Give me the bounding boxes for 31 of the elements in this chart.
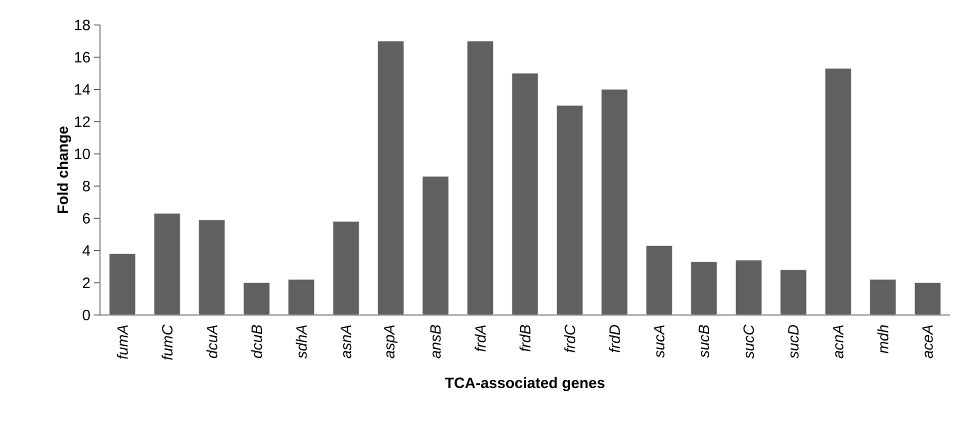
y-axis-title: Fold change <box>57 126 72 214</box>
x-tick-label: sucB <box>698 325 710 358</box>
y-tick-label: 0 <box>82 310 90 320</box>
x-tick-label: frdC <box>564 324 576 352</box>
x-tick-label: frdD <box>608 325 620 352</box>
x-tick-label: sucC <box>743 324 754 359</box>
y-tick-label: 6 <box>82 213 90 224</box>
x-tick-label: dcuB <box>251 325 262 358</box>
y-tick-label: 12 <box>75 116 90 127</box>
x-tick-label: ansB <box>430 325 441 358</box>
x-axis-title: TCA-associated genes <box>445 377 604 392</box>
x-tick-label: acnA <box>832 325 844 358</box>
x-tick-label: asnA <box>340 325 352 358</box>
y-tick-label: 10 <box>75 148 90 160</box>
x-tick-label: sdhA <box>296 325 307 359</box>
x-tick-label: dcuA <box>206 325 218 358</box>
x-tick-label: fumC <box>162 324 173 360</box>
y-tick-label: 4 <box>82 245 90 256</box>
x-tick-label: mdh <box>877 325 888 354</box>
x-tick-label: aceA <box>922 325 933 358</box>
x-tick-label: aspA <box>384 325 398 358</box>
y-tick-label: 18 <box>75 20 90 30</box>
y-tick-label: 14 <box>75 84 90 95</box>
x-tick-label: sucD <box>788 325 799 359</box>
x-tick-label: sucA <box>654 325 664 358</box>
x-tick-label: fumA <box>116 325 128 359</box>
y-tick-label: 8 <box>82 180 90 192</box>
y-tick-label: 16 <box>75 52 90 63</box>
x-tick-label: frdB <box>520 325 530 352</box>
y-tick-label: 2 <box>82 278 90 288</box>
x-tick-label: frdA <box>474 325 486 352</box>
